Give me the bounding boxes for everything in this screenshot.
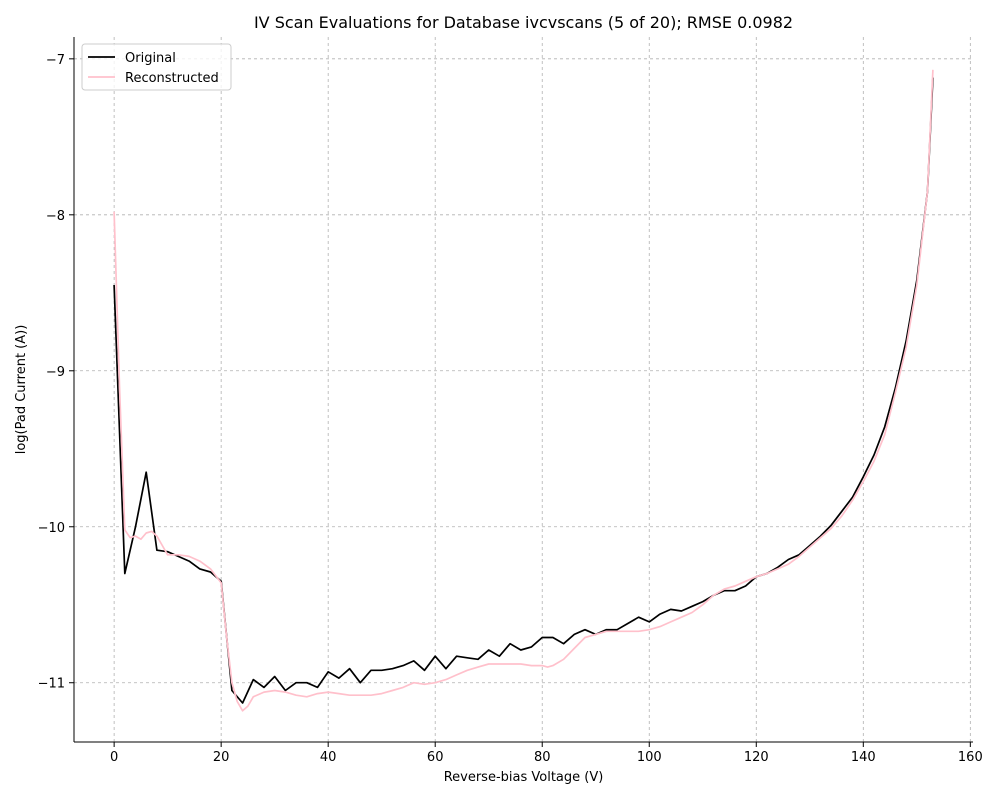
grid-lines <box>74 37 973 742</box>
x-tick-label: 100 <box>637 750 662 765</box>
series-line-original <box>113 77 934 704</box>
x-tick-label: 160 <box>958 750 983 765</box>
x-tick-label: 80 <box>534 750 551 765</box>
x-tick-label: 20 <box>213 750 230 765</box>
series-lines <box>113 69 934 712</box>
x-tick-label: 120 <box>744 750 769 765</box>
axes <box>73 37 973 743</box>
legend-label: Original <box>125 51 176 66</box>
x-axis-label: Reverse-bias Voltage (V) <box>444 770 604 785</box>
y-tick-label: −8 <box>46 209 65 224</box>
legend-box <box>81 43 232 91</box>
legend-label: Reconstructed <box>125 71 219 86</box>
legend: Original Reconstructed <box>81 43 232 91</box>
series-line-reconstructed <box>113 69 934 712</box>
y-tick-label: −9 <box>46 365 65 380</box>
x-tick-label: 40 <box>320 750 337 765</box>
y-axis-label: log(Pad Current (A)) <box>14 325 29 455</box>
x-tick-label: 0 <box>110 750 118 765</box>
chart-title: IV Scan Evaluations for Database ivcvsca… <box>254 13 793 32</box>
ticks: 0 20 40 60 80 100 120 140 160 −11 −10 −9 −8 −7 <box>38 53 983 765</box>
y-tick-label: −11 <box>38 677 65 692</box>
x-tick-label: 60 <box>427 750 444 765</box>
y-tick-label: −7 <box>46 53 65 68</box>
y-tick-label: −10 <box>38 521 65 536</box>
x-tick-label: 140 <box>851 750 876 765</box>
